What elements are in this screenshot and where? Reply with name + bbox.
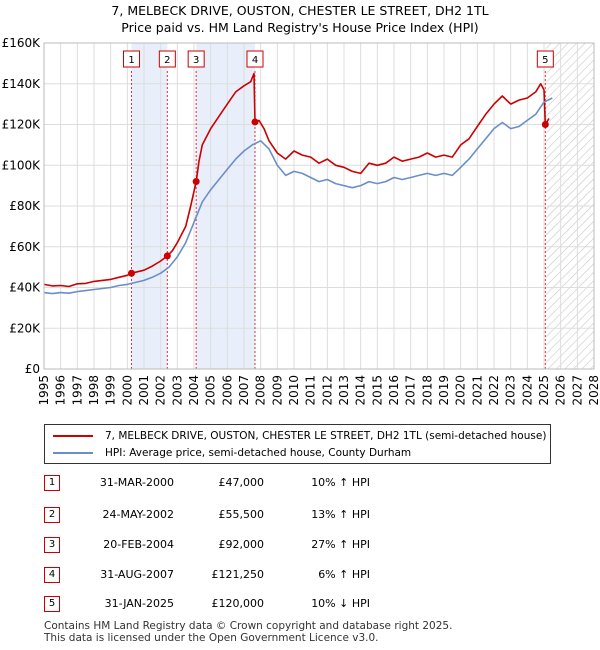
table-row: 4 31-AUG-2007 £121,250 6% ↑ HPI (44, 567, 464, 583)
table-row: 2 24-MAY-2002 £55,500 13% ↑ HPI (44, 507, 464, 523)
price-chart: 1 2 3 4 5 £0 £20K £40K £60K £80K £100K £120K £140K £… (2, 36, 600, 406)
x-tick-label: 2002 (154, 375, 168, 406)
footer-copyright: Contains HM Land Registry data © Crown c… (44, 620, 453, 632)
marker-box (536, 50, 554, 68)
x-tick-label: 1996 (54, 375, 68, 406)
x-tick-label: 2001 (137, 375, 151, 406)
marker-label: 1 (128, 55, 134, 66)
hpi-line (43, 97, 553, 295)
transaction-price: £47,000 (218, 476, 265, 489)
x-tick-label: 2013 (337, 375, 351, 406)
x-tick-label: 2026 (554, 375, 568, 406)
marker-label: 2 (164, 55, 170, 66)
x-tick-label: 2017 (404, 375, 418, 406)
legend-item-price: 7, MELBECK DRIVE, OUSTON, CHESTER LE STR… (53, 428, 546, 444)
marker-label: 4 (252, 55, 258, 66)
x-tick-label: 2018 (420, 375, 434, 406)
x-tick-label: 2024 (520, 375, 534, 406)
transaction-hpi: 13% ↑ HPI (311, 508, 370, 521)
x-tick-label: 2010 (287, 375, 301, 406)
transaction-number: 3 (44, 537, 60, 553)
transaction-price: £120,000 (211, 597, 265, 610)
transaction-number: 2 (44, 507, 60, 523)
y-tick-label: £40K (9, 281, 41, 295)
x-tick-label: 2021 (470, 375, 484, 406)
y-tick-label: £80K (9, 199, 41, 213)
sale-point (128, 269, 135, 277)
chart-title: 7, MELBECK DRIVE, OUSTON, CHESTER LE STR… (111, 3, 489, 18)
x-tick-label: 2015 (370, 375, 384, 406)
legend-swatch-price (53, 435, 93, 437)
x-tick-label: 2000 (120, 375, 134, 406)
chart-legend: 7, MELBECK DRIVE, OUSTON, CHESTER LE STR… (44, 424, 551, 464)
y-tick-label: £0 (25, 362, 40, 376)
x-tick-label: 2003 (170, 375, 184, 406)
transaction-price: £55,500 (218, 508, 265, 521)
transaction-number: 1 (44, 475, 60, 491)
y-tick-label: £140K (2, 77, 42, 91)
marker-box (246, 50, 264, 68)
x-tick-label: 2027 (570, 375, 584, 406)
x-tick-label: 2022 (487, 375, 501, 406)
transaction-number: 5 (44, 596, 60, 612)
y-tick-label: £100K (2, 158, 42, 172)
x-tick-label: 2023 (504, 375, 518, 406)
transaction-date: 31-JAN-2025 (104, 597, 174, 610)
transaction-hpi: 27% ↑ HPI (311, 538, 370, 551)
sale-point (251, 118, 259, 126)
x-tick-label: 2009 (270, 375, 284, 406)
legend-label-price: 7, MELBECK DRIVE, OUSTON, CHESTER LE STR… (105, 430, 547, 442)
transaction-number: 4 (44, 567, 60, 583)
x-tick-label: 2005 (204, 375, 218, 406)
marker-box (187, 50, 205, 68)
transaction-hpi: 6% ↑ HPI (318, 568, 370, 581)
y-tick-label: £60K (9, 240, 41, 254)
x-tick-label: 2011 (304, 375, 318, 406)
price-paid-line (43, 72, 550, 288)
x-tick-label: 1999 (104, 375, 118, 406)
marker-label: 5 (542, 55, 548, 66)
x-tick-label: 2007 (237, 375, 251, 406)
footer-licence: This data is licensed under the Open Gov… (44, 632, 379, 644)
transaction-hpi: 10% ↑ HPI (311, 476, 370, 489)
table-row: 5 31-JAN-2025 £120,000 10% ↓ HPI (44, 596, 464, 612)
x-tick-label: 2016 (387, 375, 401, 406)
plot-border (43, 42, 595, 370)
x-tick-label: 1998 (87, 375, 101, 406)
table-row: 3 20-FEB-2004 £92,000 27% ↑ HPI (44, 537, 464, 553)
transaction-date: 31-MAR-2000 (99, 476, 174, 489)
legend-swatch-hpi (53, 452, 93, 454)
y-tick-label: £20K (9, 321, 41, 335)
x-tick-label: 2019 (437, 375, 451, 406)
y-tick-label: £120K (2, 118, 42, 132)
transaction-date: 20-FEB-2004 (103, 538, 174, 551)
x-tick-label: 2008 (254, 375, 268, 406)
x-tick-label: 2014 (354, 375, 368, 406)
transaction-price: £92,000 (218, 538, 265, 551)
x-tick-label: 2012 (320, 375, 334, 406)
x-tick-label: 2025 (537, 375, 551, 406)
marker-label: 3 (193, 55, 199, 66)
x-tick-label: 2004 (187, 375, 201, 406)
legend-item-hpi: HPI: Average price, semi-detached house,… (53, 445, 411, 461)
transaction-date: 24-MAY-2002 (102, 508, 174, 521)
chart-subtitle: Price paid vs. HM Land Registry's House … (121, 20, 479, 35)
table-row: 1 31-MAR-2000 £47,000 10% ↑ HPI (44, 475, 464, 491)
transaction-date: 31-AUG-2007 (100, 568, 174, 581)
y-tick-label: £160K (2, 36, 42, 50)
marker-box (158, 50, 176, 68)
x-tick-label: 2006 (220, 375, 234, 406)
sale-point (163, 252, 171, 260)
marker-box (123, 50, 140, 68)
transaction-price: £121,250 (211, 568, 265, 581)
x-tick-label: 1997 (70, 375, 84, 406)
sale-point (541, 121, 549, 128)
x-tick-label: 1995 (37, 375, 51, 406)
legend-label-hpi: HPI: Average price, semi-detached house,… (105, 447, 412, 459)
sale-point (192, 178, 200, 186)
x-tick-label: 2028 (587, 375, 600, 406)
transaction-hpi: 10% ↓ HPI (311, 597, 370, 610)
x-tick-label: 2020 (454, 375, 468, 406)
